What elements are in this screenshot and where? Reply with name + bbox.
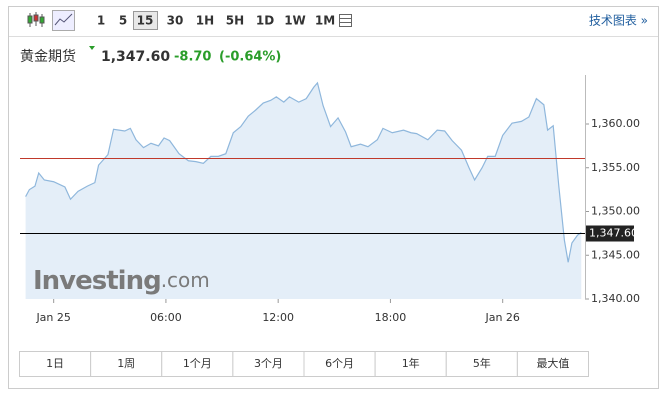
line-icon[interactable] bbox=[52, 10, 75, 31]
range-button[interactable] bbox=[232, 351, 305, 377]
x-tick-label: 06:00 bbox=[150, 311, 182, 324]
x-tick-label: 18:00 bbox=[375, 311, 407, 324]
down-arrow bbox=[89, 46, 95, 50]
interval-button[interactable]: 5H bbox=[226, 14, 244, 28]
interval-button[interactable]: 5 bbox=[119, 14, 127, 28]
watermark-domain: .com bbox=[161, 268, 210, 292]
interval-button[interactable]: 1 bbox=[97, 14, 105, 28]
interval-button[interactable]: 15 bbox=[137, 14, 154, 28]
x-tick-label: Jan 26 bbox=[484, 311, 519, 324]
interval-button[interactable]: 1W bbox=[284, 14, 306, 28]
last-price-box bbox=[586, 225, 634, 242]
range-button[interactable] bbox=[374, 351, 447, 377]
interval-selected bbox=[133, 11, 158, 30]
price: 1,347.60 bbox=[101, 49, 170, 65]
y-tick-label: 1,350.00 bbox=[591, 205, 640, 218]
range-button[interactable] bbox=[19, 351, 92, 377]
range-button[interactable] bbox=[445, 351, 518, 377]
y-tick-label: 1,360.00 bbox=[591, 117, 640, 130]
range-label[interactable]: 1个月 bbox=[183, 357, 212, 370]
range-label[interactable]: 1日 bbox=[46, 357, 64, 370]
instrument-name: 黄金期货 bbox=[20, 48, 76, 65]
interval-button[interactable]: 1H bbox=[196, 14, 214, 28]
range-label[interactable]: 最大值 bbox=[536, 356, 569, 370]
interval-button[interactable]: 1D bbox=[256, 14, 274, 28]
last-price-label: 1,347.60 bbox=[589, 227, 638, 240]
range-label[interactable]: 3个月 bbox=[254, 357, 283, 370]
range-label[interactable]: 6个月 bbox=[325, 357, 354, 370]
technical-chart-link[interactable]: 技术图表 » bbox=[589, 14, 648, 28]
watermark: Investing.com bbox=[33, 266, 210, 296]
range-label[interactable]: 1年 bbox=[402, 356, 420, 370]
x-tick-label: 12:00 bbox=[262, 311, 294, 324]
watermark-brand: Investing bbox=[33, 266, 161, 296]
change-percent: (-0.64%) bbox=[219, 50, 281, 65]
range-button[interactable] bbox=[516, 351, 589, 377]
x-tick-label: Jan 25 bbox=[35, 311, 70, 324]
area bbox=[25, 82, 582, 299]
y-tick-label: 1,355.00 bbox=[591, 161, 640, 174]
interval-button[interactable]: 1M bbox=[315, 14, 335, 28]
range-label[interactable]: 1周 bbox=[117, 357, 135, 370]
y-tick-label: 1,345.00 bbox=[591, 248, 640, 261]
table-icon[interactable] bbox=[339, 14, 352, 27]
price-line bbox=[25, 81, 582, 263]
candle-icon[interactable] bbox=[27, 12, 45, 27]
interval-button[interactable]: 30 bbox=[167, 14, 184, 28]
range-label[interactable]: 5年 bbox=[473, 356, 491, 370]
range-button[interactable] bbox=[90, 351, 163, 377]
y-tick-label: 1,340.00 bbox=[591, 292, 640, 305]
change: -8.70 bbox=[174, 50, 211, 65]
